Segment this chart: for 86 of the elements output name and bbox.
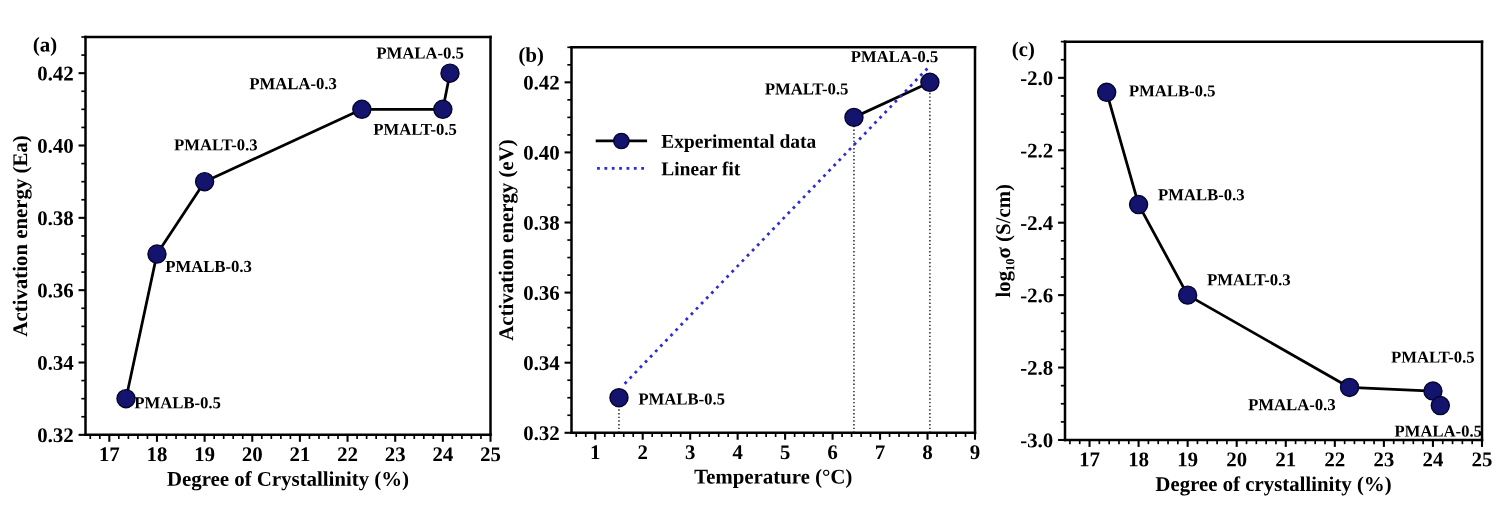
y-tick-label: -2.6 <box>1020 288 1053 303</box>
point <box>1339 377 1360 398</box>
annotation: PMALB-0.5 <box>1129 85 1215 97</box>
x-tick-label: 8 <box>923 445 933 460</box>
point <box>147 244 167 264</box>
point <box>194 171 215 192</box>
x-tick-label: 17 <box>1080 452 1100 467</box>
y-axis-title: log₁₀σ (S/cm) <box>995 184 1015 298</box>
annotation: PMALT-0.3 <box>1207 274 1291 286</box>
annotation: PMALT-0.5 <box>1391 351 1474 363</box>
point <box>609 388 629 408</box>
annotation: PMALB-0.5 <box>638 393 725 405</box>
annotation: PMALT-0.3 <box>174 139 258 151</box>
x-tick-label: 21 <box>290 447 310 462</box>
annotation: PMALA-0.5 <box>376 47 464 59</box>
x-tick-label: 24 <box>433 447 453 462</box>
y-tick-label: 0.40 <box>524 145 559 160</box>
point <box>1430 395 1451 416</box>
x-tick-label: 23 <box>1374 452 1394 467</box>
x-axis-title: Temperature (°C) <box>694 469 852 488</box>
point <box>1177 285 1198 305</box>
y-tick-label: 0.32 <box>524 426 559 441</box>
x-tick-label: 19 <box>1178 452 1198 467</box>
x-tick-label: 20 <box>1227 452 1247 467</box>
annotation: PMALB-0.3 <box>165 260 252 273</box>
point <box>352 99 372 120</box>
y-tick-label: 0.42 <box>38 66 73 81</box>
y-tick-label: 0.42 <box>524 75 559 90</box>
y-tick-label: 0.34 <box>524 356 560 371</box>
y-axis-title: Activation energy (Ea) <box>12 136 32 337</box>
y-tick-label: 0.34 <box>38 355 74 371</box>
point <box>920 72 940 93</box>
annotation: PMALT-0.5 <box>373 123 457 136</box>
x-tick-label: 20 <box>242 447 262 462</box>
x-tick-label: 5 <box>780 445 790 460</box>
x-tick-label: 18 <box>1129 452 1149 467</box>
x-tick-label: 3 <box>685 445 695 460</box>
x-tick-label: 18 <box>148 447 167 462</box>
legend-label: Experimental data <box>661 134 816 152</box>
x-tick-label: 4 <box>732 445 743 460</box>
x-tick-label: 19 <box>195 447 215 462</box>
x-tick-label: 21 <box>1276 452 1296 467</box>
point <box>116 388 136 409</box>
y-axis-title: Activation energy (eV) <box>498 140 518 341</box>
y-tick-label: 0.38 <box>524 215 559 231</box>
point <box>1096 82 1117 103</box>
x-tick-label: 17 <box>100 447 120 462</box>
point <box>1128 194 1149 215</box>
point <box>433 99 453 120</box>
y-tick-label: -2.8 <box>1020 360 1053 376</box>
point <box>1423 381 1443 401</box>
chart-title: (b) <box>519 47 543 67</box>
y-tick-label: 0.38 <box>38 211 73 226</box>
x-tick-label: 25 <box>1472 452 1492 467</box>
y-tick-label: 0.32 <box>38 428 73 443</box>
annotation: PMALA-0.3 <box>1248 399 1336 411</box>
annotation: PMALA-0.5 <box>1394 425 1482 437</box>
x-tick-label: 1 <box>591 445 600 460</box>
y-tick-label: -2.2 <box>1020 143 1053 158</box>
annotation: PMALA-0.3 <box>249 78 337 90</box>
y-tick-label: 0.40 <box>38 138 73 154</box>
point <box>440 63 460 83</box>
y-tick-label: 0.36 <box>524 285 560 301</box>
y-tick-label: -3.0 <box>1020 433 1053 448</box>
x-tick-label: 24 <box>1423 452 1443 467</box>
annotation: PMALT-0.5 <box>765 83 848 95</box>
x-tick-label: 22 <box>1325 452 1345 467</box>
chart-title: (c) <box>1012 41 1034 61</box>
x-axis-title: Degree of crystallinity (%) <box>1155 476 1391 496</box>
x-tick-label: 7 <box>876 445 885 460</box>
annotation: PMALA-0.5 <box>851 51 938 63</box>
point <box>844 107 864 128</box>
x-tick-label: 25 <box>480 447 501 462</box>
y-tick-label: 0.36 <box>38 283 74 298</box>
x-tick-label: 2 <box>638 445 648 460</box>
x-tick-label: 9 <box>970 445 980 460</box>
x-tick-label: 23 <box>385 447 405 462</box>
annotation: PMALB-0.3 <box>1158 189 1245 201</box>
x-tick-label: 22 <box>338 447 358 462</box>
annotation: PMALB-0.5 <box>134 397 221 409</box>
x-axis-title: Degree of Crystallinity (%) <box>167 471 409 491</box>
legend-label: Linear fit <box>661 161 741 176</box>
y-tick-label: -2.4 <box>1020 216 1053 231</box>
chart-title: (a) <box>33 37 57 56</box>
x-tick-label: 6 <box>828 445 838 460</box>
y-tick-label: -2.0 <box>1020 71 1053 86</box>
